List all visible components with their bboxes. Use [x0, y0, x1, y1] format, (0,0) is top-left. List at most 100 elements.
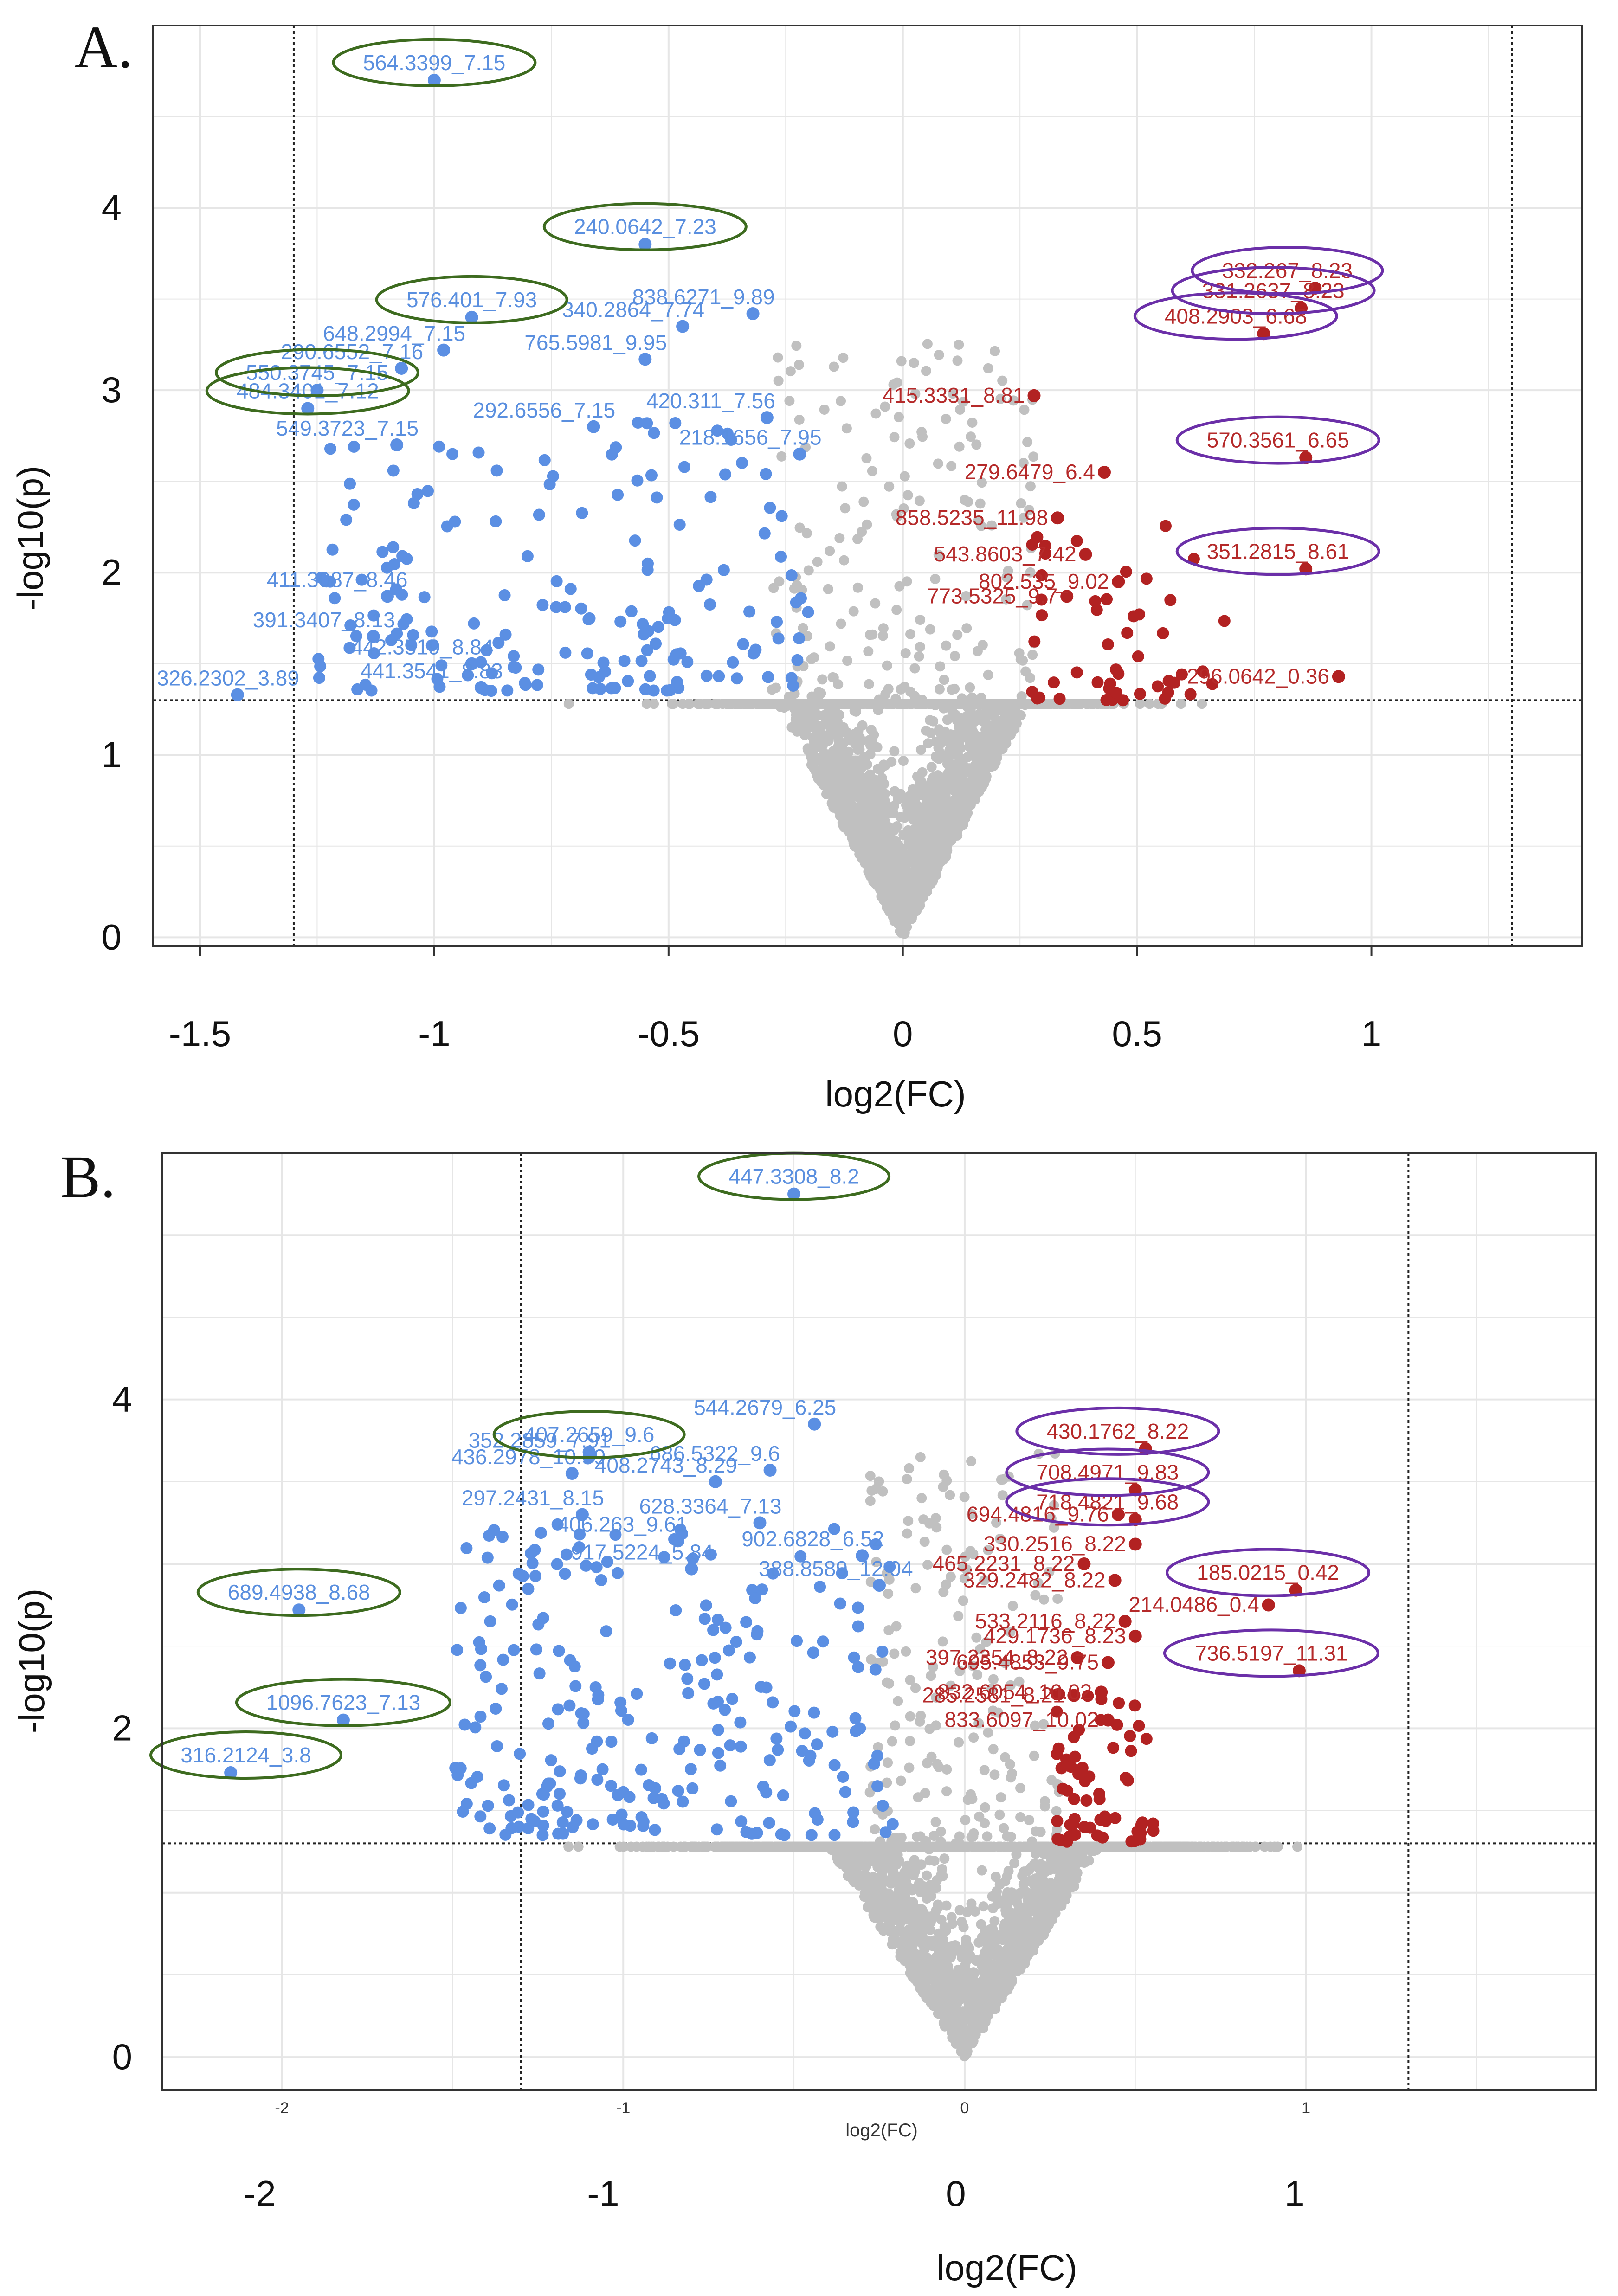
ns-point — [942, 714, 953, 725]
ns-point — [1041, 1917, 1052, 1928]
ns-point — [977, 640, 988, 650]
ns-point — [817, 674, 828, 685]
ns-point — [1194, 1841, 1205, 1852]
ns-point — [767, 684, 777, 695]
ns-point — [878, 895, 889, 906]
labeled-point — [390, 438, 404, 452]
ns-point — [905, 1897, 915, 1908]
ns-point — [684, 699, 695, 709]
ns-point — [983, 669, 993, 680]
ns-point — [836, 618, 846, 629]
down-point — [673, 518, 686, 531]
up-point — [1218, 615, 1231, 627]
up-point — [1031, 531, 1044, 543]
down-point — [446, 448, 459, 460]
ns-point — [921, 725, 931, 736]
labeled-point — [427, 73, 441, 87]
down-point — [490, 464, 503, 477]
ns-point — [896, 843, 907, 854]
ns-point — [918, 1969, 929, 1980]
ns-point — [971, 1987, 982, 1998]
ns-point — [794, 522, 805, 533]
ns-point — [910, 388, 921, 399]
ns-point — [905, 629, 916, 639]
down-point — [391, 627, 403, 640]
down-point — [507, 661, 520, 674]
down-point — [387, 541, 400, 553]
ns-point — [989, 1916, 1000, 1926]
ns-point — [1044, 1861, 1055, 1872]
highlight-ellipse — [1175, 527, 1380, 576]
ns-point — [894, 1938, 904, 1949]
ns-point — [933, 1902, 943, 1913]
ns-point — [799, 729, 810, 740]
ns-point — [857, 720, 868, 731]
up-point — [1104, 677, 1116, 690]
ns-point — [878, 789, 889, 799]
down-point — [348, 440, 360, 453]
plot-frame-a — [152, 25, 1583, 947]
ns-point — [1292, 1841, 1303, 1852]
point-label: 576.401_7.93 — [406, 288, 537, 312]
labeled-point — [1060, 590, 1074, 603]
down-point — [593, 671, 605, 683]
labeled-point — [1051, 511, 1064, 525]
ns-point — [1025, 567, 1036, 578]
point-label: 331.2637_8.23 — [1202, 278, 1345, 302]
ns-point — [1019, 512, 1029, 523]
ns-point — [1008, 395, 1019, 406]
ns-point — [821, 789, 832, 799]
ns-point — [1012, 1897, 1023, 1908]
ns-point — [880, 760, 890, 771]
ns-point — [864, 679, 874, 689]
ns-point — [908, 905, 918, 915]
ns-point — [829, 361, 839, 372]
point-label: 411.3087_8.46 — [267, 567, 408, 592]
ns-point — [940, 1955, 951, 1965]
ns-point — [920, 867, 931, 878]
x-tick-label: -1.5 — [169, 1013, 231, 1054]
ns-point — [773, 352, 783, 363]
point-label: 415.3331_8.81 — [883, 383, 1025, 407]
x-tick-label: -1 — [418, 1013, 450, 1054]
down-point — [793, 632, 806, 644]
ns-point — [889, 432, 900, 443]
ns-point — [1169, 1841, 1180, 1852]
down-point — [760, 468, 772, 480]
ns-point — [791, 341, 802, 351]
down-point — [637, 618, 649, 630]
ns-point — [761, 1841, 772, 1852]
ns-point — [957, 693, 967, 704]
ns-point — [948, 388, 958, 399]
y-tick-label: 2 — [102, 552, 122, 592]
ns-point — [1003, 1866, 1014, 1877]
ns-point — [970, 1906, 980, 1917]
up-point — [1101, 593, 1113, 605]
ns-point — [1059, 1862, 1070, 1873]
up-point — [1036, 609, 1048, 622]
ns-point — [935, 796, 946, 806]
ns-point — [939, 1853, 950, 1864]
ns-point — [806, 654, 817, 664]
up-point — [1159, 520, 1172, 532]
ns-point — [891, 902, 902, 913]
ns-point — [977, 477, 987, 488]
down-point — [711, 424, 723, 437]
up-point — [1091, 676, 1104, 688]
ns-point — [859, 752, 870, 762]
up-point — [1090, 604, 1103, 616]
up-point — [1128, 610, 1140, 623]
ns-point — [638, 1841, 648, 1852]
ns-point — [878, 623, 889, 634]
ns-point — [838, 353, 849, 363]
ns-point — [797, 585, 807, 595]
down-point — [650, 637, 662, 650]
down-point — [704, 491, 717, 503]
x-tick-label: 1 — [1361, 1013, 1381, 1054]
ns-point — [934, 684, 945, 695]
ns-point — [1015, 1964, 1025, 1975]
up-point — [1197, 665, 1209, 678]
down-point — [486, 667, 498, 680]
down-point — [771, 616, 783, 628]
ns-point — [1014, 1841, 1025, 1852]
